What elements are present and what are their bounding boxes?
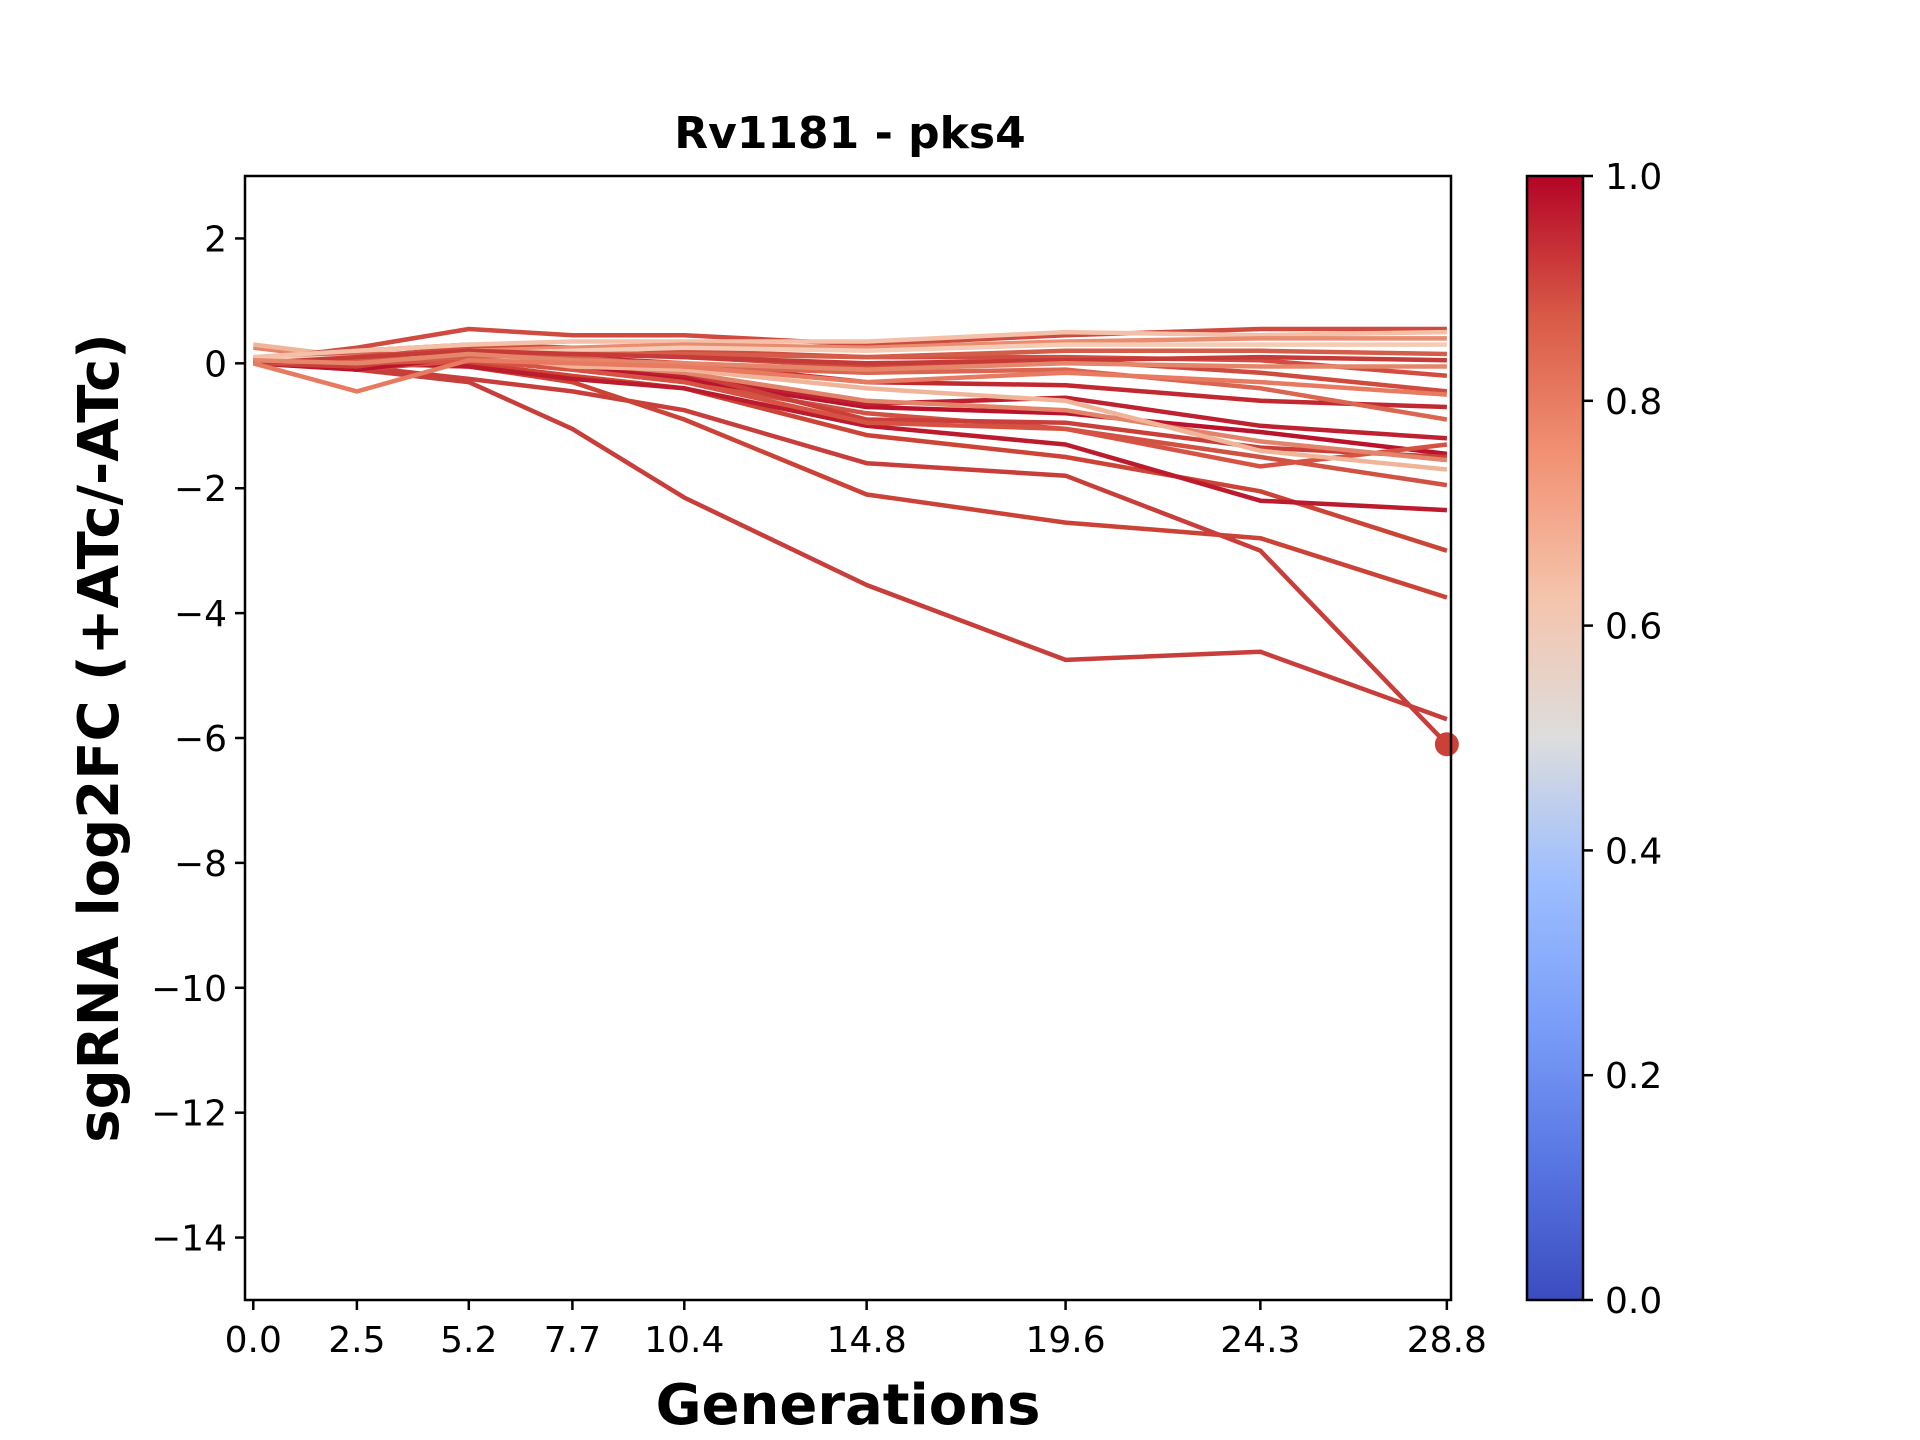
x-axis-label: Generations: [656, 1373, 1041, 1438]
x-tick-label: 5.2: [440, 1320, 497, 1361]
y-tick-label: −14: [151, 1219, 227, 1260]
x-tick-label: 0.0: [225, 1320, 282, 1361]
y-tick-label: −4: [174, 594, 227, 635]
series-line-2: [253, 361, 1449, 746]
y-tick-label: −8: [174, 844, 227, 885]
series-line-17: [253, 326, 1447, 363]
y-tick-label: −10: [151, 969, 227, 1010]
x-tick-label: 14.8: [827, 1320, 907, 1361]
series-layer: [252, 326, 1449, 746]
x-tick-label: 28.8: [1407, 1320, 1487, 1361]
x-tick-label: 10.4: [644, 1320, 724, 1361]
x-axis: 0.0 2.5 5.2 7.7 10.4 14.8 19.6 24.3 28.8: [225, 1300, 1487, 1361]
series-line-1: [253, 357, 1448, 722]
endpoint-marker-1: [1434, 732, 1459, 757]
marker-layer: [1434, 732, 1459, 757]
chart-title: Rv1181 - pks4: [674, 108, 1025, 159]
colorbar-tick-label: 0.0: [1605, 1281, 1662, 1322]
series-line-22: [253, 348, 1447, 366]
y-axis: 2 0 −2 −4 −6 −8 −10 −12 −14: [151, 219, 245, 1260]
x-tick-label: 7.7: [544, 1320, 601, 1361]
y-axis-label: sgRNA log2FC (+ATc/-ATc): [67, 333, 132, 1143]
x-tick-label: 2.5: [328, 1320, 385, 1361]
colorbar-axis: 0.0 0.2 0.4 0.6 0.8 1.0: [1583, 157, 1662, 1322]
series-line-18: [253, 329, 1447, 360]
y-tick-label: 0: [204, 344, 227, 385]
colorbar-tick-label: 0.6: [1605, 607, 1662, 648]
colorbar-tick-label: 0.2: [1605, 1056, 1662, 1097]
x-tick-label: 24.3: [1220, 1320, 1300, 1361]
y-tick-label: −12: [151, 1094, 227, 1135]
y-tick-label: −6: [174, 719, 227, 760]
series-line-23: [253, 351, 1447, 372]
colorbar-tick-label: 1.0: [1605, 157, 1662, 198]
series-line-7: [253, 354, 1448, 457]
colorbar: [1525, 174, 1585, 1302]
colorbar-tick-label: 0.4: [1605, 831, 1662, 872]
x-tick-label: 19.6: [1025, 1320, 1105, 1361]
y-tick-label: −2: [174, 469, 227, 510]
colorbar-tick-label: 0.8: [1605, 382, 1662, 423]
series-line-24: [252, 357, 1448, 397]
y-tick-label: 2: [204, 219, 227, 260]
